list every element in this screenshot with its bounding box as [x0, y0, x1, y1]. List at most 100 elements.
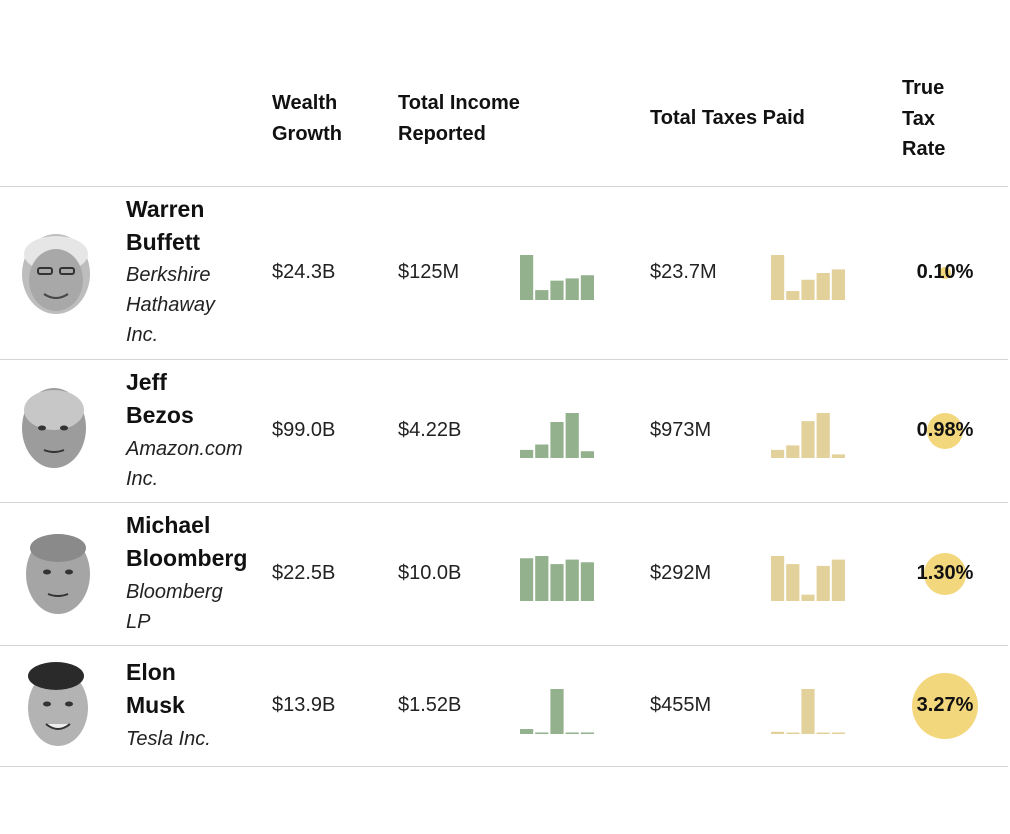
taxes-bar [771, 556, 785, 601]
row-divider [0, 186, 1008, 187]
income-bar [535, 444, 549, 458]
taxes-bar [831, 732, 845, 734]
total-income-value: $4.22B [398, 419, 462, 441]
true-tax-rate-cell: 3.27% [895, 656, 995, 756]
taxes-bar [831, 269, 845, 300]
taxes-sparkline [771, 255, 845, 300]
warren-buffett-portrait-icon [22, 234, 90, 314]
tax-rate-circle [926, 412, 964, 450]
company-name: Inc. [126, 468, 159, 490]
row-divider [0, 645, 1008, 646]
header-total-taxes: Total Taxes Paid [650, 107, 805, 129]
total-income-value: $1.52B [398, 694, 462, 716]
income-bar [550, 280, 564, 300]
true-tax-rate-value: 1.30% [916, 562, 974, 584]
taxes-bar [816, 732, 830, 734]
taxes-bar [831, 454, 845, 458]
income-bar [580, 732, 594, 734]
total-taxes-value: $292M [650, 562, 712, 584]
total-income-value: $10.0B [398, 562, 462, 584]
income-bar [580, 562, 594, 601]
income-bar [520, 255, 534, 300]
michael-bloomberg-portrait-icon [26, 534, 90, 614]
income-sparkline [520, 255, 594, 300]
taxes-bar [801, 594, 815, 601]
income-bar [580, 275, 594, 300]
taxes-sparkline [771, 556, 845, 601]
taxes-bar [801, 421, 815, 458]
person-name: Bezos [126, 402, 194, 428]
taxes-sparkline [771, 413, 845, 458]
header-wealth-growth: Wealth Growth [272, 92, 342, 145]
company-name: Inc. [126, 324, 159, 346]
taxes-bar [801, 689, 815, 734]
total-taxes-value: $23.7M [650, 261, 717, 283]
company-name: Hathaway [126, 294, 215, 316]
person-name: Michael [126, 512, 211, 538]
true-tax-rate-cell: 1.30% [895, 524, 995, 624]
person-name: Bloomberg [126, 545, 248, 571]
company-name: Amazon.com [126, 438, 243, 460]
income-sparkline [520, 413, 594, 458]
tax-rate-circle [912, 673, 978, 739]
person-name: Musk [126, 692, 185, 718]
taxes-bar [786, 564, 800, 601]
income-bar [565, 413, 579, 458]
taxes-bar [771, 255, 785, 300]
taxes-bar [816, 273, 830, 300]
income-bar [565, 278, 579, 300]
income-bar [535, 290, 549, 300]
income-bar [520, 449, 534, 458]
income-bar [520, 729, 534, 734]
company-name: Tesla Inc. [126, 728, 211, 750]
company-name: Bloomberg [126, 581, 223, 603]
true-tax-rate-value: 3.27% [916, 694, 974, 716]
wealth-growth-value: $22.5B [272, 562, 336, 584]
income-bar [565, 732, 579, 734]
income-bar [520, 558, 534, 601]
person-name: Elon [126, 659, 176, 685]
person-name: Jeff [126, 369, 167, 395]
total-income-value: $125M [398, 261, 460, 283]
income-bar [550, 422, 564, 458]
company-name: Berkshire [126, 264, 211, 286]
header-total-income: Total Income Reported [398, 92, 520, 145]
row-divider [0, 502, 1008, 503]
company-name: LP [126, 611, 151, 633]
tax-rate-circle [924, 553, 966, 595]
taxes-sparkline [771, 689, 845, 734]
taxes-bar [786, 445, 800, 458]
taxes-bar [831, 559, 845, 601]
income-bar [565, 559, 579, 601]
row-divider [0, 359, 1008, 360]
tax-rate-circle [939, 267, 951, 279]
income-sparkline [520, 689, 594, 734]
true-tax-rate-cell: 0.98% [895, 381, 995, 481]
income-bar [535, 556, 549, 601]
wealth-growth-value: $13.9B [272, 694, 336, 716]
taxes-bar [816, 413, 830, 458]
person-name: Buffett [126, 229, 201, 255]
total-taxes-value: $455M [650, 694, 712, 716]
taxes-bar [786, 291, 800, 300]
taxes-bar [801, 279, 815, 300]
taxes-bar [771, 731, 785, 734]
elon-musk-portrait-icon [28, 662, 88, 746]
income-bar [550, 689, 564, 734]
income-sparkline [520, 556, 594, 601]
row-divider [0, 766, 1008, 767]
person-name: Warren [126, 196, 205, 222]
income-bar [580, 451, 594, 458]
taxes-bar [771, 449, 785, 458]
income-bar [550, 564, 564, 601]
wealth-growth-value: $99.0B [272, 419, 336, 441]
taxes-bar [816, 565, 830, 601]
total-taxes-value: $973M [650, 419, 712, 441]
header-true-tax-rate: True Tax Rate [902, 77, 946, 160]
jeff-bezos-portrait-icon [22, 388, 86, 468]
true-tax-rate-value: 0.98% [916, 419, 974, 441]
taxes-bar [786, 732, 800, 734]
true-tax-rate-cell: 0.10% [895, 223, 995, 323]
true-tax-rate-value: 0.10% [916, 261, 974, 283]
income-bar [535, 732, 549, 734]
